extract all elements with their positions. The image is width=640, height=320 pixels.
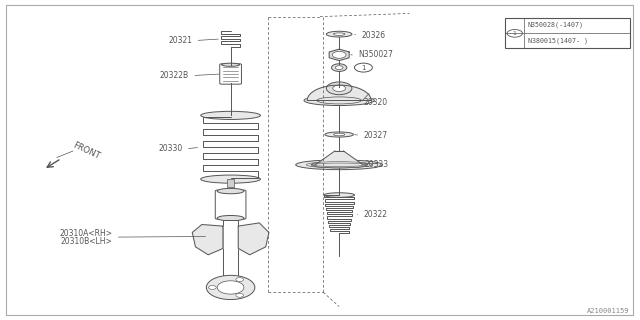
Polygon shape — [329, 49, 349, 60]
Circle shape — [332, 52, 346, 58]
Ellipse shape — [221, 63, 239, 66]
Circle shape — [209, 285, 216, 289]
Circle shape — [326, 82, 352, 95]
Ellipse shape — [201, 111, 260, 119]
Circle shape — [355, 63, 372, 72]
Text: N380015(1407- ): N380015(1407- ) — [527, 37, 588, 44]
Polygon shape — [316, 151, 363, 165]
Text: 20321: 20321 — [168, 36, 192, 45]
Circle shape — [333, 85, 346, 92]
Text: A210001159: A210001159 — [588, 308, 630, 314]
Ellipse shape — [217, 188, 244, 194]
Circle shape — [332, 64, 347, 71]
Text: N350028(-1407): N350028(-1407) — [527, 22, 584, 28]
Ellipse shape — [326, 31, 352, 37]
Text: 1: 1 — [361, 65, 365, 71]
Text: N350027: N350027 — [358, 50, 393, 59]
Text: 20310A<RH>: 20310A<RH> — [60, 229, 113, 238]
Text: 20327: 20327 — [364, 131, 388, 140]
Circle shape — [236, 278, 244, 282]
Ellipse shape — [333, 133, 345, 136]
FancyBboxPatch shape — [227, 179, 234, 187]
FancyBboxPatch shape — [215, 190, 246, 219]
Text: FRONT: FRONT — [71, 140, 101, 161]
Text: 20322B: 20322B — [160, 71, 189, 80]
Polygon shape — [307, 85, 371, 100]
Text: 20310B<LH>: 20310B<LH> — [61, 237, 113, 246]
Text: 20323: 20323 — [365, 160, 389, 169]
Polygon shape — [192, 225, 223, 255]
Ellipse shape — [324, 193, 355, 197]
Ellipse shape — [217, 215, 244, 221]
Circle shape — [236, 293, 244, 297]
Circle shape — [206, 275, 255, 300]
Ellipse shape — [296, 160, 383, 170]
Circle shape — [335, 66, 343, 69]
Ellipse shape — [304, 95, 374, 106]
Text: 20326: 20326 — [362, 31, 386, 40]
Text: 20330: 20330 — [159, 144, 182, 153]
FancyBboxPatch shape — [505, 18, 630, 49]
Ellipse shape — [325, 132, 353, 137]
Ellipse shape — [201, 175, 260, 183]
Ellipse shape — [333, 33, 345, 36]
Text: 1: 1 — [513, 31, 516, 36]
Circle shape — [507, 29, 522, 37]
Text: 20322: 20322 — [364, 210, 387, 219]
Polygon shape — [238, 223, 269, 255]
Text: 20320: 20320 — [364, 98, 388, 107]
Ellipse shape — [311, 162, 367, 168]
Circle shape — [217, 281, 244, 294]
FancyBboxPatch shape — [223, 220, 238, 284]
FancyBboxPatch shape — [220, 64, 241, 84]
